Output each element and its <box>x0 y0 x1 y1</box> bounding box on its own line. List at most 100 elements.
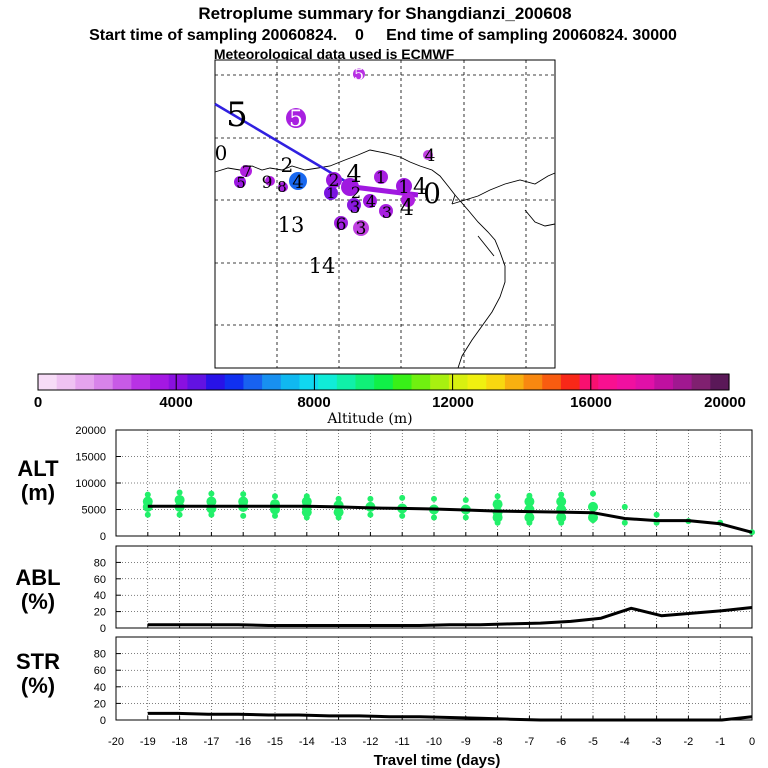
x-tick-label: -1 <box>715 736 725 748</box>
cluster-marker <box>363 194 377 208</box>
altitude-cluster-point <box>335 495 342 502</box>
colorbar-cell <box>131 374 151 390</box>
cluster-label: 3 <box>356 219 367 239</box>
colorbar-cell <box>635 374 655 390</box>
panel-labels: ALT (m) ABL (%) STR (%) <box>15 456 60 698</box>
map-graticule <box>215 60 555 368</box>
colorbar-cell <box>504 374 525 390</box>
figure-title: Retroplume summary for Shangdianzi_20060… <box>198 4 571 23</box>
colorbar-cell <box>448 374 469 390</box>
colorbar-axis-label: Altitude (m) <box>326 411 412 427</box>
cluster-label: 5 <box>289 107 303 132</box>
x-tick-label: -12 <box>362 736 378 748</box>
altitude-cluster-point <box>556 496 567 507</box>
str-panel: 0 20 40 60 80 <box>94 636 753 727</box>
cluster-label: 1 <box>327 186 336 202</box>
y-tick-label: 0 <box>100 715 106 727</box>
cluster-label: 2 <box>329 171 340 191</box>
altitude-cluster-point <box>524 512 535 523</box>
cluster-label: 2 <box>351 183 361 202</box>
colorbar-cell <box>112 374 132 390</box>
altitude-cluster-point <box>526 492 533 499</box>
abl-panel-label: ABL <box>15 565 60 590</box>
trajectory-map: 5 5 5 0 4 2 7 5 9 8 4 2 1 4 1 2 3 4 3 4 … <box>214 59 556 369</box>
colorbar-tick-label: 12000 <box>432 394 474 411</box>
altitude-cluster-point <box>174 494 185 505</box>
altitude-colorbar: 0 4000 8000 12000 16000 20000 Altitude (… <box>34 373 746 427</box>
cluster-marker <box>278 182 288 192</box>
cluster-marker <box>286 108 306 128</box>
colorbar-tick-label: 8000 <box>297 394 330 411</box>
colorbar-cell <box>355 374 375 390</box>
cluster-label: 4 <box>346 160 361 188</box>
cluster-label: 5 <box>236 174 246 192</box>
x-tick-label: -18 <box>172 736 188 748</box>
x-tick-label: -2 <box>684 736 694 748</box>
cluster-label: 13 <box>278 213 305 237</box>
altitude-cluster-point <box>142 496 153 507</box>
y-tick-label: 20 <box>94 698 106 710</box>
cluster-marker <box>374 170 388 184</box>
cluster-label: 5 <box>226 95 248 135</box>
altitude-cluster-point <box>492 499 503 510</box>
altitude-cluster-point <box>462 496 469 503</box>
alt-mean-line <box>147 504 753 534</box>
str-panel-unit: (%) <box>21 673 55 698</box>
altitude-cluster-point <box>144 511 151 518</box>
cluster-label: 8 <box>277 178 287 196</box>
altitude-cluster-point <box>653 511 660 518</box>
cluster-marker <box>326 172 342 188</box>
coastlines <box>214 149 556 369</box>
cluster-label: 2 <box>281 153 294 177</box>
colorbar-cell <box>486 374 506 390</box>
cluster-label: 1 <box>398 177 409 198</box>
x-tick-label: -3 <box>652 736 662 748</box>
colorbar-cell <box>691 374 711 390</box>
colorbar-cell <box>75 374 95 390</box>
x-tick-label: -4 <box>620 736 630 748</box>
x-tick-label: -19 <box>140 736 156 748</box>
alt-panel: 0 5000 10000 15000 20000 <box>75 425 755 543</box>
cluster-label: 5 <box>354 65 364 84</box>
colorbar-cells <box>38 374 730 390</box>
colorbar-cell <box>392 374 413 390</box>
altitude-cluster-point <box>556 512 567 523</box>
cluster-marker <box>396 178 412 194</box>
cluster-label: 7 <box>242 162 252 181</box>
altitude-cluster-point <box>301 496 312 507</box>
abl-panel: 0 20 40 60 80 <box>94 545 753 635</box>
alt-panel-label: ALT <box>17 456 59 481</box>
cluster-marker <box>240 165 252 177</box>
altitude-cluster-point <box>431 495 437 502</box>
altitude-cluster-point <box>240 512 247 519</box>
cluster-marker <box>324 186 338 200</box>
x-tick-label: -17 <box>203 736 219 748</box>
colorbar-cell <box>579 374 599 390</box>
meteorological-data-line: Meteorological data used is ECMWF <box>214 46 455 62</box>
cluster-marker <box>334 216 348 230</box>
x-tick-label: -16 <box>235 736 251 748</box>
altitude-cluster-point <box>240 491 247 498</box>
colorbar-cell <box>206 374 226 390</box>
x-tick-label: -9 <box>461 736 471 748</box>
x-tick-label: 0 <box>749 736 755 748</box>
sampling-time-line: Start time of sampling 20060824. 0 End t… <box>89 27 677 44</box>
colorbar-cell <box>542 374 562 390</box>
y-tick-label: 40 <box>94 682 106 694</box>
colorbar-cell <box>56 374 76 390</box>
cluster-label: 4 <box>400 196 414 221</box>
cluster-label: 0 <box>215 141 228 165</box>
cluster-label: 3 <box>382 203 392 222</box>
y-tick-label: 60 <box>94 574 106 586</box>
cluster-label: 14 <box>309 254 336 278</box>
altitude-cluster-point <box>303 493 310 500</box>
cluster-label: 3 <box>350 198 361 218</box>
x-tick-label: -11 <box>395 736 410 748</box>
cluster-label: 0 <box>423 177 441 210</box>
y-tick-label: 0 <box>100 531 106 543</box>
altitude-cluster-point <box>333 507 344 518</box>
colorbar-cell <box>262 374 282 390</box>
altitude-cluster-point <box>462 514 469 521</box>
y-tick-label: 80 <box>94 649 106 661</box>
